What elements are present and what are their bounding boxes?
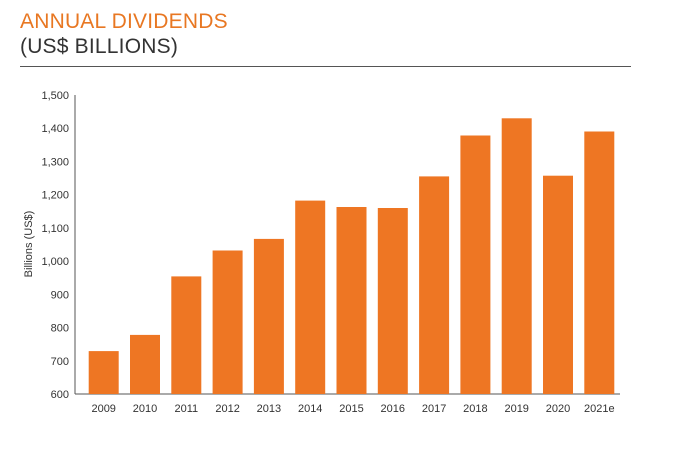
x-tick-label: 2013	[257, 403, 281, 415]
y-tick-labels: 600 700 800 900 1,000 1,100 1,200 1,300 1,400 1,5…	[41, 90, 69, 401]
y-tick-label: 1,000	[41, 256, 69, 268]
x-tick-label: 2015	[339, 403, 363, 415]
chart-title: ANNUAL DIVIDENDS	[20, 10, 228, 33]
y-tick-label: 800	[51, 323, 69, 335]
x-tick-label: 2016	[381, 403, 405, 415]
y-tick-label: 700	[51, 356, 69, 368]
y-tick-label: 1,300	[41, 156, 69, 168]
y-tick-label: 600	[51, 389, 69, 401]
x-tick-label: 2017	[422, 403, 446, 415]
bar-2016	[377, 208, 408, 394]
x-tick-label: 2012	[215, 403, 239, 415]
chart-subtitle: (US$ BILLIONS)	[20, 35, 179, 58]
title-divider	[20, 66, 631, 67]
bar-2014	[295, 200, 326, 394]
y-axis-label: Billions (US$)	[23, 211, 35, 278]
bar-2017	[419, 176, 450, 394]
bar-2020	[543, 175, 573, 394]
bar-2015	[336, 207, 367, 394]
bars	[88, 118, 615, 395]
x-tick-label: 2020	[546, 403, 570, 415]
x-tick-label: 2014	[298, 403, 322, 415]
x-axis: 2009 2010 2011 2012 2013 2014 2015 2016 2017 2018…	[75, 393, 620, 415]
bar-2013	[253, 238, 284, 394]
bar-2011	[171, 276, 202, 394]
x-tick-label: 2021e	[584, 403, 615, 415]
bar-2019	[501, 118, 532, 395]
y-tick-label: 1,500	[41, 90, 69, 102]
x-tick-label: 2009	[91, 403, 115, 415]
x-tick-label: 2010	[133, 403, 157, 415]
x-tick-label: 2019	[504, 403, 528, 415]
x-tick-labels: 2009 2010 2011 2012 2013 2014 2015 2016 2017 2018…	[91, 403, 614, 415]
y-tick-label: 900	[51, 289, 69, 301]
bar-2018	[460, 135, 491, 394]
x-tick-label: 2011	[174, 403, 198, 415]
bar-2010	[130, 334, 160, 394]
y-tick-label: 1,400	[41, 123, 69, 135]
y-tick-label: 1,200	[41, 190, 69, 202]
y-axis: 600 700 800 900 1,000 1,100 1,200 1,300 1,400 1,5…	[23, 90, 76, 401]
bar-2021e	[584, 131, 615, 394]
x-tick-label: 2018	[463, 403, 487, 415]
bar-2009	[88, 351, 119, 394]
y-tick-label: 1,100	[41, 223, 69, 235]
bar-2012	[212, 250, 243, 394]
